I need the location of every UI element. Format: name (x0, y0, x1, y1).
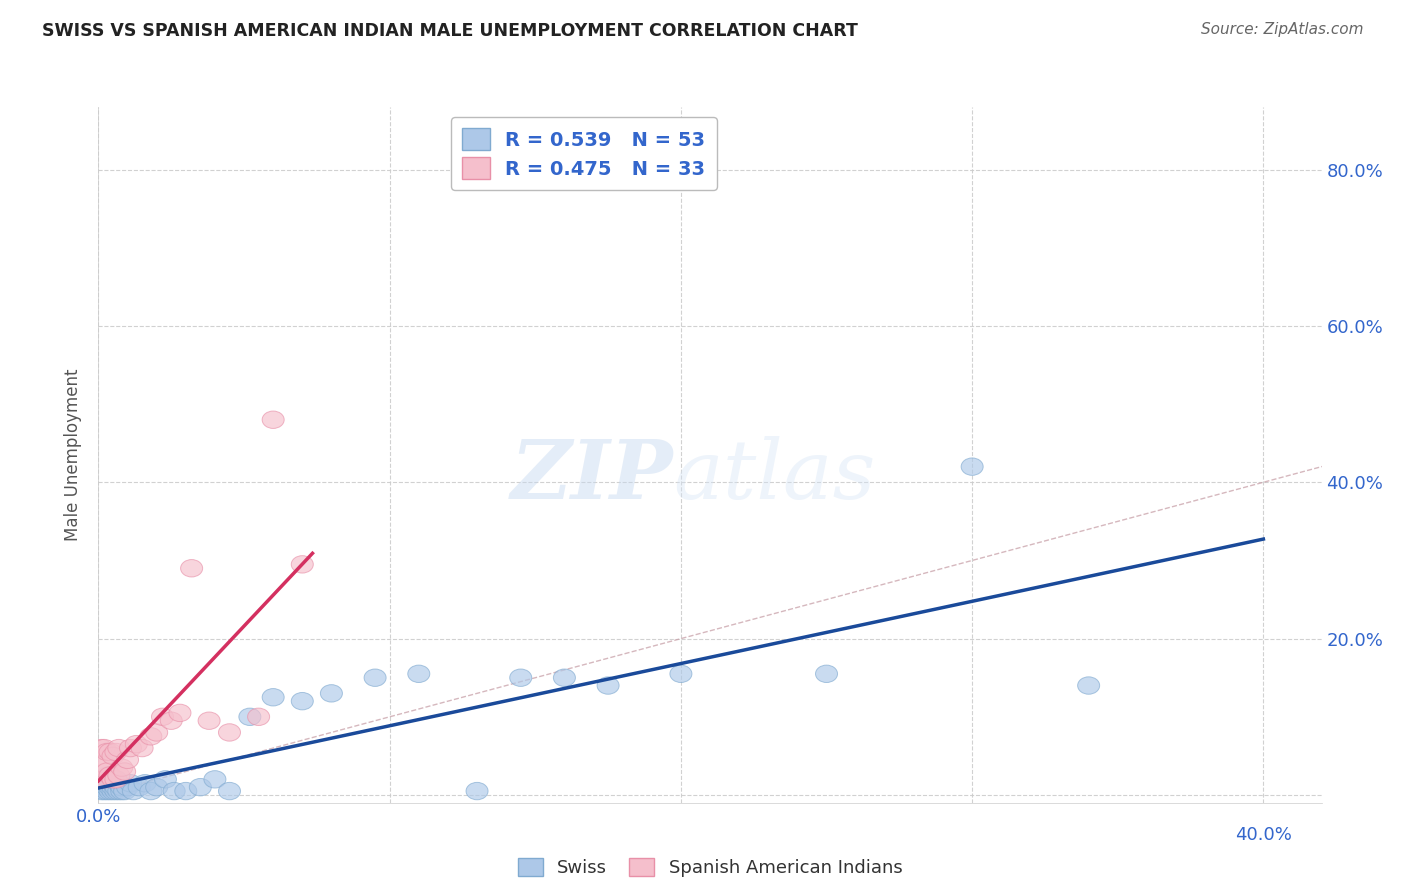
Ellipse shape (111, 782, 132, 800)
Ellipse shape (117, 751, 139, 769)
Ellipse shape (105, 771, 127, 788)
Ellipse shape (90, 755, 112, 772)
Ellipse shape (131, 739, 153, 756)
Ellipse shape (146, 723, 167, 741)
Ellipse shape (598, 677, 619, 694)
Ellipse shape (98, 767, 121, 784)
Ellipse shape (93, 774, 115, 792)
Ellipse shape (204, 771, 226, 788)
Ellipse shape (174, 782, 197, 800)
Ellipse shape (96, 771, 118, 788)
Ellipse shape (125, 736, 148, 753)
Ellipse shape (146, 779, 167, 796)
Ellipse shape (105, 779, 127, 796)
Ellipse shape (117, 779, 139, 796)
Ellipse shape (93, 739, 115, 756)
Text: SWISS VS SPANISH AMERICAN INDIAN MALE UNEMPLOYMENT CORRELATION CHART: SWISS VS SPANISH AMERICAN INDIAN MALE UN… (42, 22, 858, 40)
Ellipse shape (291, 556, 314, 573)
Ellipse shape (96, 782, 118, 800)
Ellipse shape (98, 779, 121, 796)
Ellipse shape (105, 782, 127, 800)
Ellipse shape (510, 669, 531, 687)
Ellipse shape (93, 755, 115, 772)
Ellipse shape (465, 782, 488, 800)
Ellipse shape (93, 771, 115, 788)
Ellipse shape (815, 665, 838, 682)
Ellipse shape (198, 712, 221, 730)
Ellipse shape (90, 779, 112, 796)
Ellipse shape (190, 779, 211, 796)
Ellipse shape (96, 774, 118, 792)
Ellipse shape (90, 739, 112, 756)
Ellipse shape (160, 712, 183, 730)
Ellipse shape (96, 763, 118, 780)
Ellipse shape (96, 779, 118, 796)
Text: 40.0%: 40.0% (1234, 825, 1292, 844)
Ellipse shape (120, 774, 142, 792)
Text: ZIP: ZIP (510, 436, 673, 516)
Ellipse shape (239, 708, 262, 725)
Ellipse shape (120, 739, 142, 756)
Ellipse shape (262, 689, 284, 706)
Ellipse shape (155, 771, 176, 788)
Ellipse shape (139, 782, 162, 800)
Text: atlas: atlas (673, 436, 876, 516)
Ellipse shape (108, 739, 129, 756)
Ellipse shape (1077, 677, 1099, 694)
Ellipse shape (218, 723, 240, 741)
Ellipse shape (90, 782, 112, 800)
Ellipse shape (669, 665, 692, 682)
Ellipse shape (291, 692, 314, 710)
Ellipse shape (111, 759, 132, 776)
Ellipse shape (105, 743, 127, 761)
Ellipse shape (108, 782, 129, 800)
Text: Source: ZipAtlas.com: Source: ZipAtlas.com (1201, 22, 1364, 37)
Ellipse shape (114, 763, 135, 780)
Ellipse shape (93, 779, 115, 796)
Ellipse shape (163, 782, 186, 800)
Ellipse shape (98, 782, 121, 800)
Ellipse shape (90, 771, 112, 788)
Ellipse shape (247, 708, 270, 725)
Ellipse shape (962, 458, 983, 475)
Ellipse shape (93, 782, 115, 800)
Ellipse shape (152, 708, 173, 725)
Ellipse shape (93, 771, 115, 788)
Ellipse shape (111, 779, 132, 796)
Ellipse shape (90, 774, 112, 792)
Ellipse shape (96, 743, 118, 761)
Ellipse shape (114, 782, 135, 800)
Ellipse shape (103, 779, 124, 796)
Ellipse shape (105, 771, 127, 788)
Ellipse shape (122, 782, 145, 800)
Ellipse shape (408, 665, 430, 682)
Ellipse shape (103, 747, 124, 764)
Ellipse shape (139, 728, 162, 745)
Ellipse shape (108, 767, 129, 784)
Ellipse shape (108, 774, 129, 792)
Ellipse shape (218, 782, 240, 800)
Ellipse shape (321, 685, 343, 702)
Ellipse shape (96, 767, 118, 784)
Ellipse shape (364, 669, 387, 687)
Ellipse shape (180, 559, 202, 577)
Ellipse shape (134, 774, 156, 792)
Ellipse shape (128, 779, 150, 796)
Ellipse shape (98, 771, 121, 788)
Ellipse shape (262, 411, 284, 428)
Legend: Swiss, Spanish American Indians: Swiss, Spanish American Indians (510, 850, 910, 884)
Ellipse shape (103, 782, 124, 800)
Ellipse shape (169, 704, 191, 722)
Ellipse shape (103, 771, 124, 788)
Ellipse shape (98, 743, 121, 761)
Y-axis label: Male Unemployment: Male Unemployment (65, 368, 83, 541)
Ellipse shape (554, 669, 575, 687)
Ellipse shape (103, 774, 124, 792)
